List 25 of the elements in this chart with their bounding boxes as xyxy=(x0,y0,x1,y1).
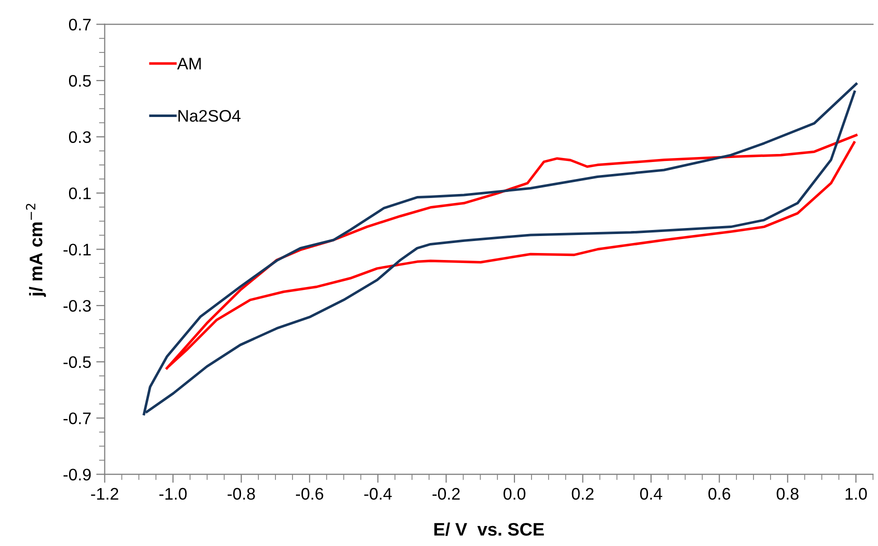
x-tick-label: 0.2 xyxy=(572,488,594,500)
legend-label: AM xyxy=(177,58,201,70)
x-axis-title: E/ V vs. SCE xyxy=(434,522,544,536)
legend-label: Na2SO4 xyxy=(178,110,241,122)
x-tick-label: -0.2 xyxy=(432,488,460,500)
x-tick-label: -0.6 xyxy=(296,488,324,500)
y-tick-label: -0.5 xyxy=(64,356,91,368)
x-tick-label: 0.0 xyxy=(504,488,526,500)
y-tick-label: -0.1 xyxy=(64,244,91,256)
y-tick-label: 0.5 xyxy=(68,74,91,87)
x-tick-label: -1.2 xyxy=(91,488,118,500)
y-tick-label: -0.3 xyxy=(64,300,91,312)
x-tick-label: -1.0 xyxy=(159,488,187,500)
y-tick-label: 0.1 xyxy=(68,187,91,200)
x-tick-label: 1.0 xyxy=(846,488,867,500)
x-tick-label: 0.6 xyxy=(708,488,730,500)
y-tick-label: -0.7 xyxy=(64,412,91,424)
x-tick-label: 0.8 xyxy=(776,488,798,500)
y-tick-label: 0.7 xyxy=(68,18,91,31)
x-tick-label: 0.4 xyxy=(640,488,662,500)
y-tick-label: -0.9 xyxy=(64,468,91,481)
x-tick-label: -0.4 xyxy=(364,488,392,500)
y-axis-title: j/ mA cm$^{−2}$ xyxy=(26,204,46,297)
y-tick-label: 0.3 xyxy=(68,131,91,144)
x-tick-label: -0.8 xyxy=(228,488,255,500)
